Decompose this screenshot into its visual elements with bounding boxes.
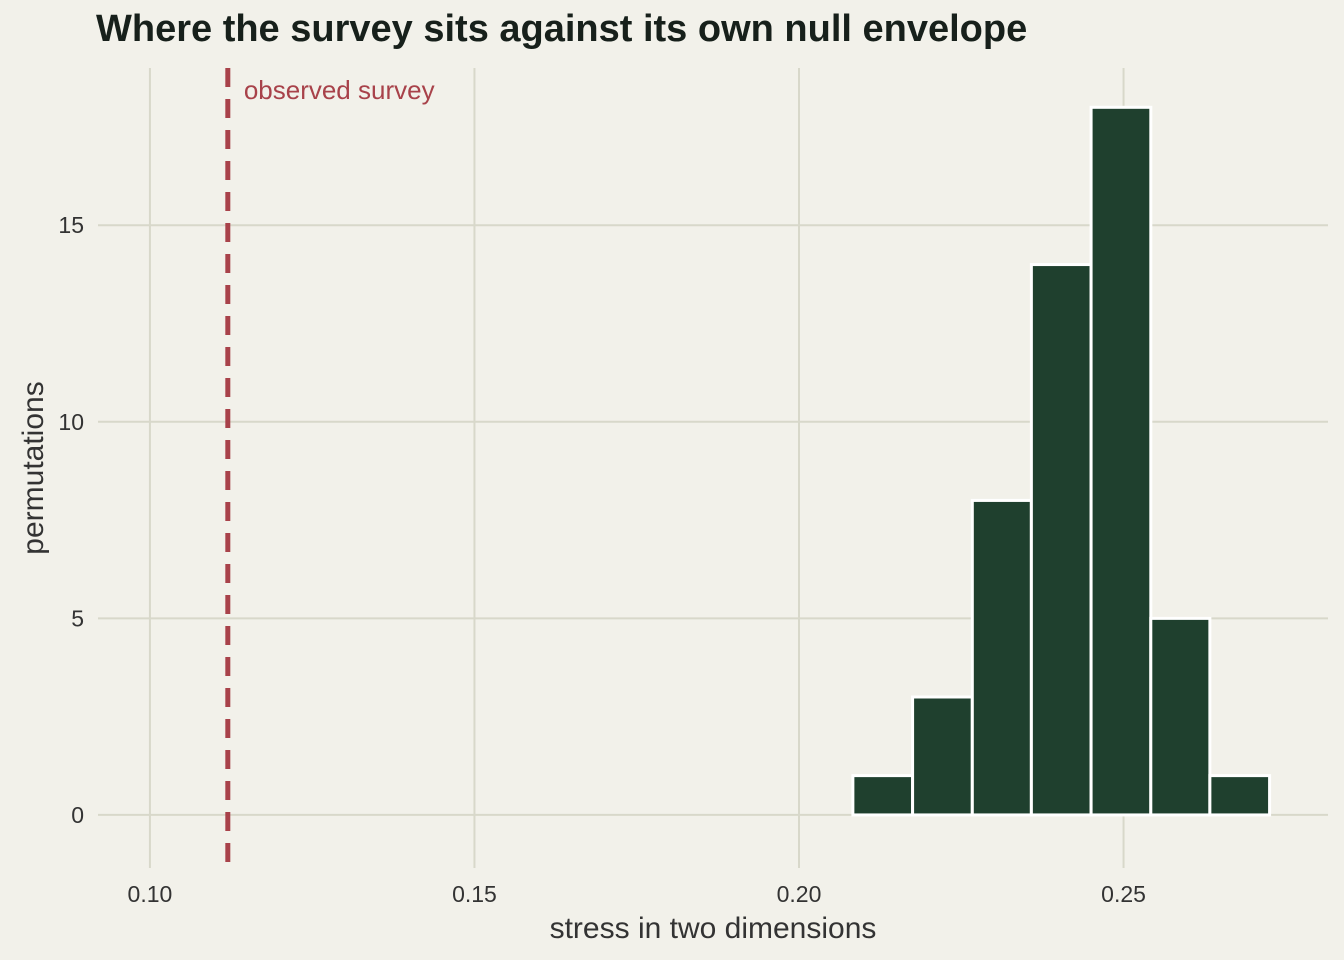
y-tick-label-3: 15	[58, 212, 84, 238]
axis-ticks: 0.10 0.15 0.20 0.25 0 5 10 15	[58, 212, 1146, 907]
x-tick-label-0: 0.10	[128, 881, 173, 907]
observed-label: observed survey	[244, 75, 435, 105]
observed-marker: observed survey	[225, 68, 435, 868]
histogram-bar-1	[911, 695, 974, 817]
histogram-bar-5	[1149, 616, 1212, 817]
x-tick-label-3: 0.25	[1101, 881, 1146, 907]
histogram-bar-2	[970, 498, 1033, 817]
x-tick-label-1: 0.15	[452, 881, 497, 907]
y-tick-label-0: 0	[71, 802, 84, 828]
histogram-bar-6	[1208, 774, 1272, 817]
histogram-bar-0	[851, 774, 915, 817]
x-tick-label-2: 0.20	[777, 881, 822, 907]
histogram-bars	[851, 105, 1272, 817]
histogram-bar-3	[1029, 263, 1093, 817]
y-axis-title: permutations	[17, 381, 50, 554]
histogram-bar-4	[1089, 105, 1153, 817]
y-tick-label-2: 10	[58, 409, 84, 435]
y-tick-label-1: 5	[71, 605, 84, 631]
chart-title: Where the survey sits against its own nu…	[96, 8, 1028, 50]
x-axis-title: stress in two dimensions	[550, 912, 877, 945]
